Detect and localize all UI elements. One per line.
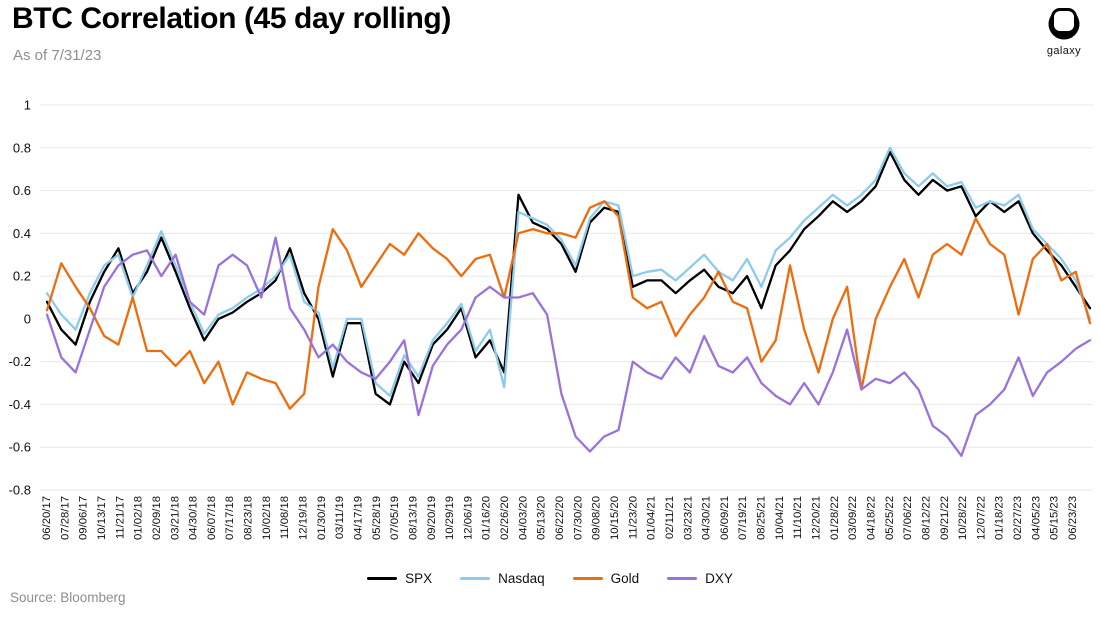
- x-tick-label: 03/09/22: [847, 496, 859, 540]
- legend-label: Nasdaq: [498, 571, 545, 586]
- x-tick-label: 09/20/19: [426, 496, 438, 540]
- x-tick-label: 04/17/19: [352, 496, 364, 540]
- x-tick-label: 09/21/22: [939, 496, 951, 540]
- x-tick-label: 12/19/18: [297, 496, 309, 540]
- x-tick-label: 05/13/20: [536, 496, 548, 540]
- legend-line-swatch-dxy: [667, 577, 698, 580]
- x-tick-label: 10/28/22: [957, 496, 969, 540]
- y-tick-label: -0.2: [9, 354, 31, 369]
- x-tick-label: 04/03/20: [517, 496, 529, 540]
- galaxy-logo: galaxy: [1036, 5, 1092, 57]
- x-tick-label: 05/28/19: [371, 496, 383, 540]
- legend-item-dxy: DXY: [667, 571, 733, 586]
- x-tick-label: 11/21/17: [114, 496, 126, 539]
- legend-label: DXY: [705, 571, 733, 586]
- x-tick-label: 10/15/20: [609, 496, 621, 540]
- x-tick-label: 03/23/21: [682, 496, 694, 540]
- legend-label: Gold: [610, 571, 640, 586]
- x-tick-label: 01/16/20: [481, 496, 493, 540]
- legend-line-swatch-gold: [572, 577, 603, 580]
- x-tick-label: 06/20/17: [41, 496, 53, 540]
- legend-item-nasdaq: Nasdaq: [460, 571, 545, 586]
- x-tick-label: 11/10/21: [792, 496, 804, 539]
- as-of-date: As of 7/31/23: [13, 47, 102, 64]
- y-tick-label: 0: [24, 311, 31, 326]
- y-tick-label: -0.6: [9, 440, 31, 455]
- x-tick-label: 01/30/19: [316, 496, 328, 540]
- x-tick-label: 02/26/20: [499, 496, 511, 540]
- x-tick-label: 02/09/18: [151, 496, 163, 540]
- x-tick-label: 07/28/17: [59, 496, 71, 540]
- x-tick-label: 11/23/20: [627, 496, 639, 539]
- y-tick-label: -0.4: [9, 397, 31, 412]
- series-line-spx: [45, 150, 1092, 406]
- x-tick-label: 05/15/23: [1049, 496, 1061, 540]
- chart-legend: SPX Nasdaq Gold DXY: [0, 571, 1100, 586]
- y-tick-label: -0.8: [9, 483, 31, 498]
- x-tick-label: 04/30/18: [188, 496, 200, 540]
- source-attribution: Source: Bloomberg: [10, 590, 126, 605]
- x-tick-label: 04/18/22: [865, 496, 877, 540]
- x-tick-label: 02/11/21: [664, 496, 676, 539]
- x-tick-label: 01/04/21: [646, 496, 658, 540]
- x-tick-label: 12/06/19: [462, 496, 474, 540]
- x-tick-label: 08/25/21: [755, 496, 767, 540]
- x-tick-label: 01/18/23: [994, 496, 1006, 540]
- y-tick-label: 0.6: [13, 183, 31, 198]
- x-tick-label: 05/25/22: [884, 496, 896, 540]
- x-axis-tick-labels: 06/20/17 07/28/17 09/06/17 10/13/17 11/21/17…: [41, 496, 1079, 540]
- x-tick-label: 12/07/22: [975, 496, 987, 540]
- y-tick-label: 0.2: [13, 269, 31, 284]
- y-tick-label: 1: [24, 98, 31, 113]
- x-tick-label: 06/07/18: [206, 496, 218, 540]
- x-tick-label: 09/08/20: [591, 496, 603, 540]
- x-tick-label: 07/06/22: [902, 496, 914, 540]
- x-tick-label: 02/27/23: [1012, 496, 1024, 540]
- x-tick-label: 08/12/22: [920, 496, 932, 540]
- x-tick-label: 10/29/19: [444, 496, 456, 540]
- legend-line-swatch-nasdaq: [460, 577, 491, 580]
- y-tick-label: 0.4: [13, 226, 31, 241]
- series-lines: [45, 146, 1092, 457]
- x-tick-label: 07/30/20: [572, 496, 584, 540]
- y-axis-tick-labels: 1 0.8 0.6 0.4 0.2 0 -0.2 -0.4 -0.6 -0.8: [9, 98, 31, 498]
- x-tick-label: 03/11/19: [334, 496, 346, 539]
- x-tick-label: 04/05/23: [1030, 496, 1042, 540]
- legend-item-gold: Gold: [572, 571, 640, 586]
- x-tick-label: 06/09/21: [719, 496, 731, 540]
- x-tick-label: 09/06/17: [78, 496, 90, 540]
- page-title: BTC Correlation (45 day rolling): [12, 2, 451, 35]
- x-tick-label: 10/13/17: [96, 496, 108, 540]
- series-line-nasdaq: [45, 146, 1092, 398]
- x-tick-label: 08/23/18: [242, 496, 254, 540]
- y-tick-label: 0.8: [13, 140, 31, 155]
- x-tick-label: 03/21/18: [169, 496, 181, 540]
- galaxy-logo-icon: [1048, 8, 1080, 40]
- x-tick-label: 08/13/19: [407, 496, 419, 540]
- legend-item-spx: SPX: [367, 571, 432, 586]
- x-tick-label: 07/17/18: [224, 496, 236, 540]
- x-tick-label: 07/19/21: [737, 496, 749, 540]
- x-tick-label: 11/08/18: [279, 496, 291, 539]
- x-tick-label: 06/23/23: [1067, 496, 1079, 540]
- series-line-gold: [45, 200, 1092, 410]
- legend-line-swatch-spx: [367, 577, 398, 580]
- series-line-dxy: [45, 236, 1092, 457]
- x-tick-label: 10/04/21: [774, 496, 786, 540]
- x-tick-label: 12/20/21: [810, 496, 822, 540]
- x-tick-label: 01/02/18: [133, 496, 145, 540]
- x-tick-label: 01/28/22: [829, 496, 841, 540]
- x-tick-label: 10/02/18: [261, 496, 273, 540]
- galaxy-logo-text: galaxy: [1046, 45, 1082, 57]
- x-tick-label: 04/30/21: [701, 496, 713, 540]
- y-gridlines: [40, 104, 1093, 491]
- legend-label: SPX: [405, 571, 433, 586]
- x-tick-label: 07/05/19: [389, 496, 401, 540]
- x-tick-label: 06/22/20: [554, 496, 566, 540]
